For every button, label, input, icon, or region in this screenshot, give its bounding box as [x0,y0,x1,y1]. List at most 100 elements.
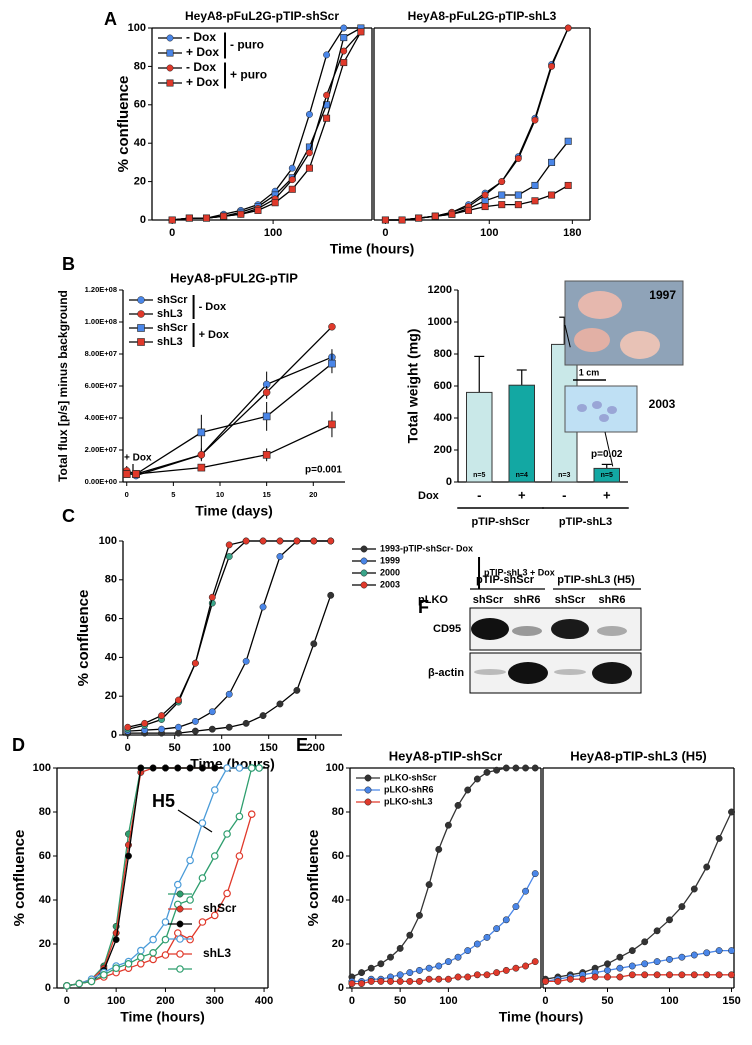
data-point [531,764,539,772]
series-line [545,811,733,980]
x-tick-label: 0 [169,227,175,239]
bar [593,467,620,483]
y-tick-label: 0 [140,214,146,226]
data-point [358,969,366,977]
data-point [132,470,140,478]
data-point [435,975,443,983]
data-point [75,979,83,988]
data-point [483,768,491,776]
data-point [293,686,301,694]
data-point [454,953,462,961]
annotation: H5 [152,791,175,811]
data-point [481,191,489,199]
legend-group-label: shL3 [203,946,231,960]
blot-band [597,626,627,636]
data-point [327,591,335,599]
data-point [323,114,331,122]
legend-label: pLKO-shR6 [384,784,434,794]
legend-group-label: pTIP-shL3 + Dox [484,567,555,577]
blot-band [512,626,542,636]
y-axis-label: % confluence [115,76,132,173]
data-point [186,896,194,904]
data-point [591,973,599,981]
data-point [628,971,636,979]
data-point [454,973,462,981]
annotation: p=0.001 [305,465,342,476]
data-point [483,933,491,941]
data-point [162,764,169,772]
data-point [464,947,472,955]
legend-marker [166,79,174,87]
photo [564,385,638,433]
data-point [235,852,244,860]
data-point [481,203,489,211]
data-point [323,91,331,99]
data-point [502,764,510,772]
data-point [225,553,233,560]
data-point [173,880,182,889]
data-point [616,953,624,961]
data-point [112,936,120,944]
data-point [158,712,165,720]
x-tick-label: 15 [262,490,270,499]
dox-label: - [477,487,481,502]
data-point [328,420,336,429]
data-point [653,927,661,935]
data-point [444,975,452,983]
data-point [197,451,206,459]
blot-row-title: pLKO [418,594,448,606]
data-point [220,212,228,220]
blot-band [551,619,589,639]
data-point [262,412,271,421]
data-point [502,966,510,974]
x-tick-label: 100 [107,995,125,1007]
y-tick-label: 0.00E+00 [85,477,117,486]
data-point [666,916,673,924]
x-tick-label: 50 [394,995,406,1007]
series-line [126,356,333,477]
data-point [728,808,735,816]
data-point [616,964,624,972]
data-point [464,973,472,981]
x-tick-label: 300 [206,995,224,1007]
data-point [464,786,472,794]
data-point [288,164,296,172]
data-point [223,830,231,838]
blot-band [592,662,632,684]
series-line [351,767,536,978]
series-line [127,595,332,734]
y-tick-label: 60 [134,99,146,111]
data-point [641,960,649,968]
y-tick-label: 100 [33,762,51,774]
data-point [416,966,423,974]
legend-marker [176,905,184,913]
data-point [406,931,414,939]
y-tick-label: 0 [111,729,117,741]
y-tick-label: 20 [105,690,117,702]
group-label: pTIP-shL3 [559,516,612,528]
legend-marker [176,935,184,943]
data-point [512,903,520,911]
series-line [545,974,732,983]
lane-label: shR6 [599,594,626,606]
data-point [191,659,199,667]
legend-marker [364,774,372,782]
data-point [254,206,262,214]
y-tick-label: 6.00E+07 [85,381,117,390]
x-tick-label: 100 [264,227,282,239]
y-tick-label: 80 [105,574,117,586]
blot-band [474,669,506,675]
data-point [276,700,284,708]
data-point [425,964,433,972]
data-point [293,537,301,545]
y-tick-label: 20 [332,938,344,950]
data-point [191,717,199,725]
y-axis-label: % confluence [305,830,322,927]
x-tick-label: 100 [480,227,498,239]
data-point [276,537,284,545]
chart-title: HeyA8-pFuL2G-pTIP-shScr [185,9,339,23]
y-tick-label: 60 [332,850,344,862]
panel-label: E [296,735,308,755]
x-tick-label: 100 [213,742,231,754]
photo-tissue [620,331,660,359]
